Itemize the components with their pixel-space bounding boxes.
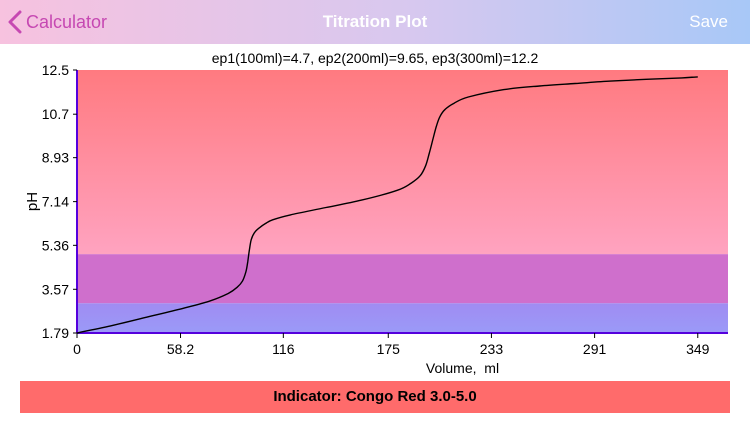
x-tick-label: 233: [480, 341, 504, 357]
y-tick-label: 10.7: [42, 106, 69, 122]
chevron-left-icon: [8, 10, 22, 34]
titration-curve: [76, 76, 698, 334]
save-button[interactable]: Save: [689, 12, 728, 31]
y-tick-label: 3.57: [42, 281, 69, 297]
x-tick-label: 291: [583, 341, 607, 357]
y-tick-label: 5.36: [42, 237, 69, 253]
x-tick-label: 116: [272, 341, 295, 357]
acid-region-band: [77, 303, 728, 333]
y-tick-label: 12.5: [42, 62, 69, 78]
nav-bar: Calculator Titration Plot Save: [0, 0, 750, 44]
y-tick-label: 7.14: [42, 194, 69, 210]
indicator-bar[interactable]: Indicator: Congo Red 3.0-5.0: [20, 381, 730, 413]
x-tick-label: 349: [686, 341, 710, 357]
y-tick-label: 1.79: [42, 325, 69, 341]
y-tick-label: 8.93: [42, 150, 69, 166]
x-tick-label: 0: [73, 341, 81, 357]
y-axis-label: pH: [24, 192, 41, 211]
equivalence-points-summary: ep1(100ml)=4.7, ep2(200ml)=9.65, ep3(300…: [211, 50, 539, 66]
back-button-label: Calculator: [26, 11, 108, 32]
titration-chart: 1.79 3.57 5.36 7.14 8.93 10.7 12.5 0 58.2 116 175 2…: [24, 62, 728, 376]
x-tick-label: 175: [377, 341, 401, 357]
back-button[interactable]: Calculator: [8, 0, 107, 44]
x-axis-label: Volume, ml: [426, 360, 499, 376]
base-region-band: [77, 70, 728, 255]
x-tick-label: 58.2: [167, 341, 194, 357]
indicator-transition-band: [77, 254, 728, 304]
